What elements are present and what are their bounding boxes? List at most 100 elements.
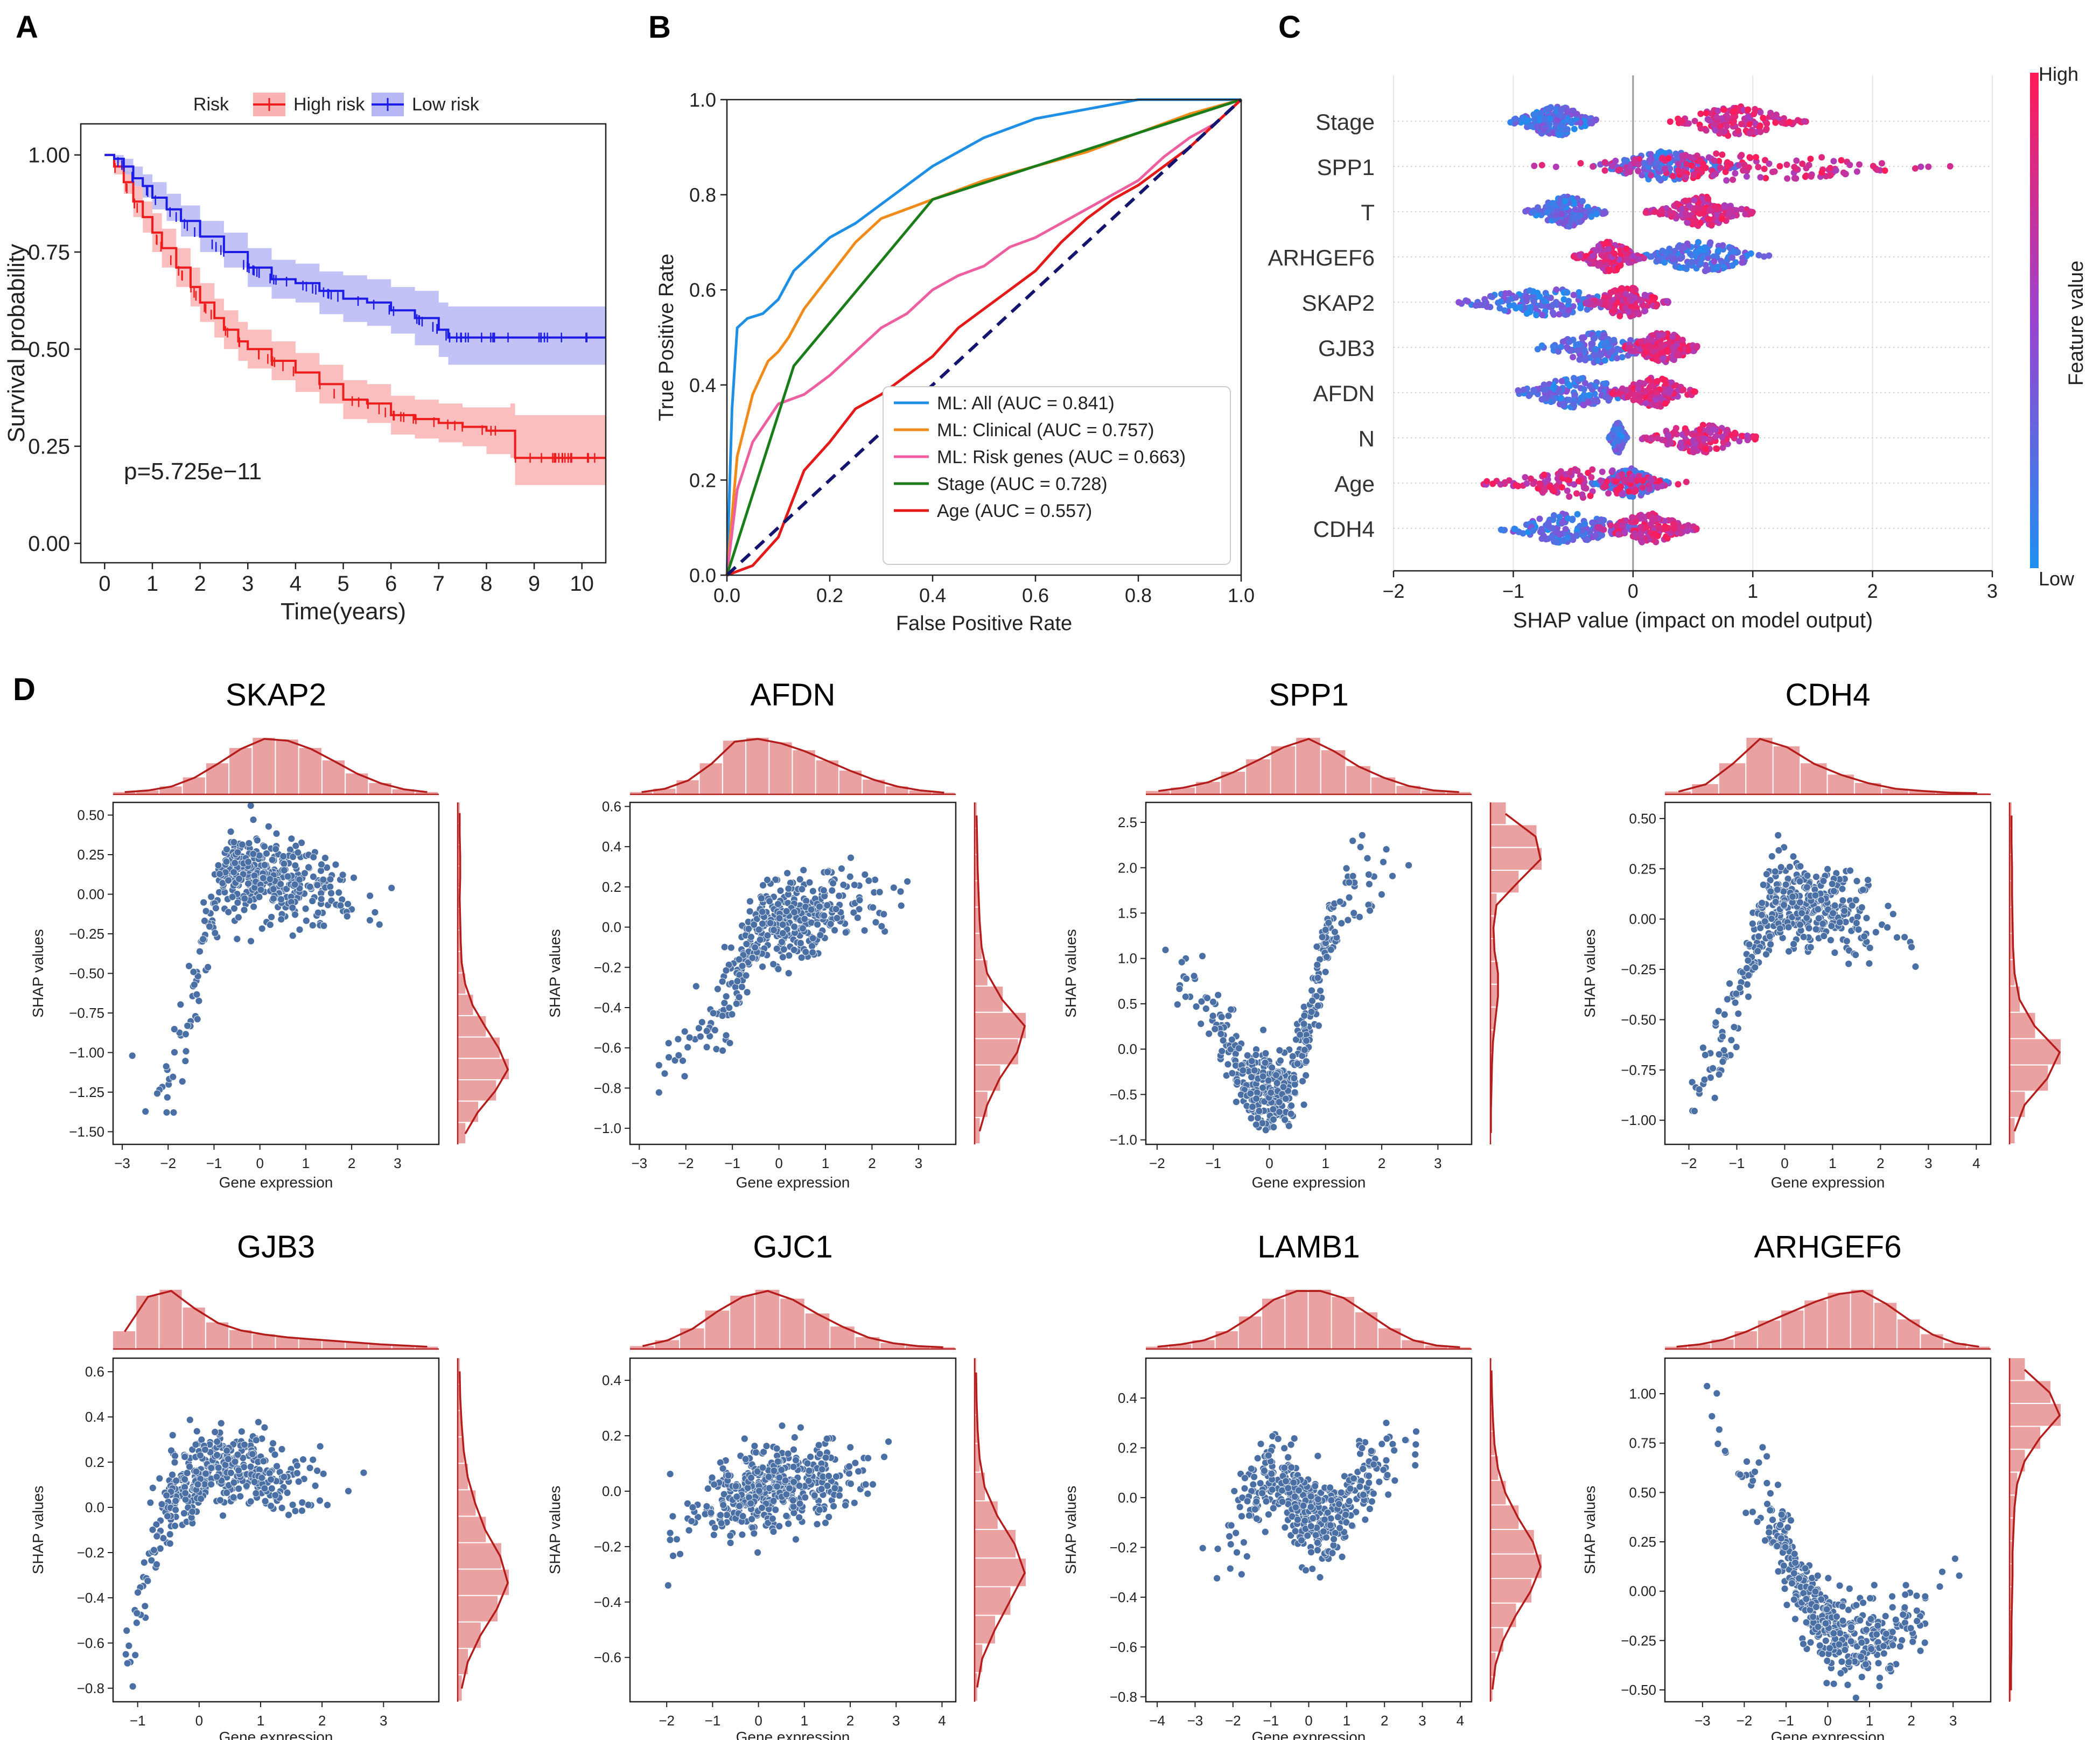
scatter-point <box>277 916 285 923</box>
scatter-point <box>758 908 766 916</box>
shap-point <box>1738 121 1745 128</box>
shap-point <box>1713 445 1720 452</box>
shap-summary-plot: StageSPP1TARHGEF6SKAP2GJB3AFDNNAgeCDH4−2… <box>1268 63 2088 632</box>
scatter-point <box>230 838 238 846</box>
x-tick-label: 10 <box>570 572 594 596</box>
scatter-point <box>178 1078 186 1085</box>
y-tick-label: 2.5 <box>1118 814 1137 830</box>
y-tick-label: 0.75 <box>28 241 70 264</box>
shap-point <box>1690 431 1697 438</box>
scatter-point <box>865 877 873 885</box>
scatter-point <box>722 993 730 1001</box>
shap-point <box>1685 347 1692 353</box>
shap-point <box>1675 350 1682 357</box>
shap-point <box>1558 211 1565 218</box>
scatter-point <box>230 905 238 912</box>
y-axis-label: SHAP values <box>1062 929 1079 1017</box>
scatter-point <box>1344 916 1352 924</box>
shap-point <box>1763 125 1770 132</box>
shap-point <box>1705 154 1712 161</box>
shap-point <box>1730 108 1737 115</box>
shap-point <box>1616 166 1623 173</box>
shap-point <box>1685 120 1692 127</box>
scatter-point <box>253 836 261 844</box>
shap-point <box>1711 157 1718 164</box>
shap-point <box>1720 203 1727 210</box>
shap-point <box>1818 154 1825 161</box>
scatter-point <box>766 897 773 905</box>
scatter-point <box>751 944 759 952</box>
scatter-point <box>250 872 258 879</box>
scatter-point <box>234 848 242 856</box>
scatter-point <box>163 1108 171 1116</box>
dependence-plot: CDH4−2 −1 0 1 2 3 4−1.00−0.75−0.50−0.250.000.2… <box>1581 677 2061 1191</box>
marginal-hist-bar <box>1692 784 1718 794</box>
scatter-point <box>800 866 808 874</box>
shap-point <box>1570 375 1577 382</box>
shap-point <box>1688 258 1695 265</box>
shap-point <box>1553 286 1560 293</box>
scatter-point <box>743 988 751 996</box>
shap-point <box>1725 132 1732 139</box>
colorbar <box>2030 73 2039 568</box>
shap-point <box>1648 393 1655 400</box>
shap-point <box>1679 337 1686 344</box>
y-tick-label: 0.50 <box>28 338 70 361</box>
shap-point <box>1520 530 1527 537</box>
shap-point <box>1598 516 1605 523</box>
scatter-point <box>255 851 263 859</box>
marginal-hist-bar <box>1296 738 1320 794</box>
marginal-hist-bar <box>458 802 460 823</box>
scatter-point <box>779 921 787 928</box>
marginal-hist-bar <box>229 747 252 794</box>
scatter-point <box>775 914 783 922</box>
scatter-point <box>339 871 347 879</box>
shap-point <box>1649 294 1656 301</box>
km-plot: 0 1 2 3 4 5 6 7 8 9 100.000.250.500.751.00Time(yea… <box>3 93 607 625</box>
shap-point <box>1710 172 1717 179</box>
scatter-point <box>1250 1066 1258 1074</box>
shap-point <box>1693 152 1700 159</box>
shap-point <box>1713 114 1720 121</box>
scatter-point <box>177 1001 185 1009</box>
shap-point <box>1635 385 1642 392</box>
scatter-point <box>880 910 888 918</box>
scatter-point <box>234 913 242 921</box>
scatter-point <box>790 946 798 954</box>
shap-point <box>1625 352 1632 359</box>
shap-point <box>1732 170 1739 177</box>
scatter-point <box>722 1031 730 1039</box>
shap-point <box>1558 122 1565 129</box>
scatter-point <box>1331 928 1339 936</box>
shap-point <box>1614 346 1621 352</box>
shap-point <box>1917 163 1924 170</box>
scatter-point <box>266 875 274 883</box>
shap-point <box>1579 532 1586 539</box>
shap-point <box>1638 338 1644 345</box>
y-tick-label: −1.25 <box>69 1084 104 1100</box>
legend-label: High risk <box>293 94 365 115</box>
shap-point <box>1826 165 1833 172</box>
scatter-point <box>206 923 214 931</box>
shap-point <box>1744 437 1751 444</box>
scatter-point <box>193 990 201 998</box>
feature-label: ARHGEF6 <box>1268 245 1375 270</box>
shap-point <box>1563 388 1570 395</box>
scatter-point <box>225 908 233 916</box>
shap-point <box>1506 290 1513 297</box>
shap-point <box>1625 488 1632 495</box>
shap-point <box>1577 252 1584 259</box>
shap-point <box>1647 151 1654 158</box>
shap-point <box>1578 302 1585 309</box>
shap-point <box>1761 165 1768 172</box>
plot-title: AFDN <box>751 677 836 712</box>
shap-point <box>1601 357 1608 364</box>
scatter-point <box>1327 946 1335 954</box>
shap-point <box>1569 515 1576 522</box>
x-tick-label: 3 <box>1987 580 1998 602</box>
shap-point <box>1527 475 1534 482</box>
scatter-point <box>756 936 764 944</box>
shap-point <box>1516 304 1523 311</box>
shap-point <box>1590 163 1597 170</box>
scatter-point <box>193 1015 201 1023</box>
